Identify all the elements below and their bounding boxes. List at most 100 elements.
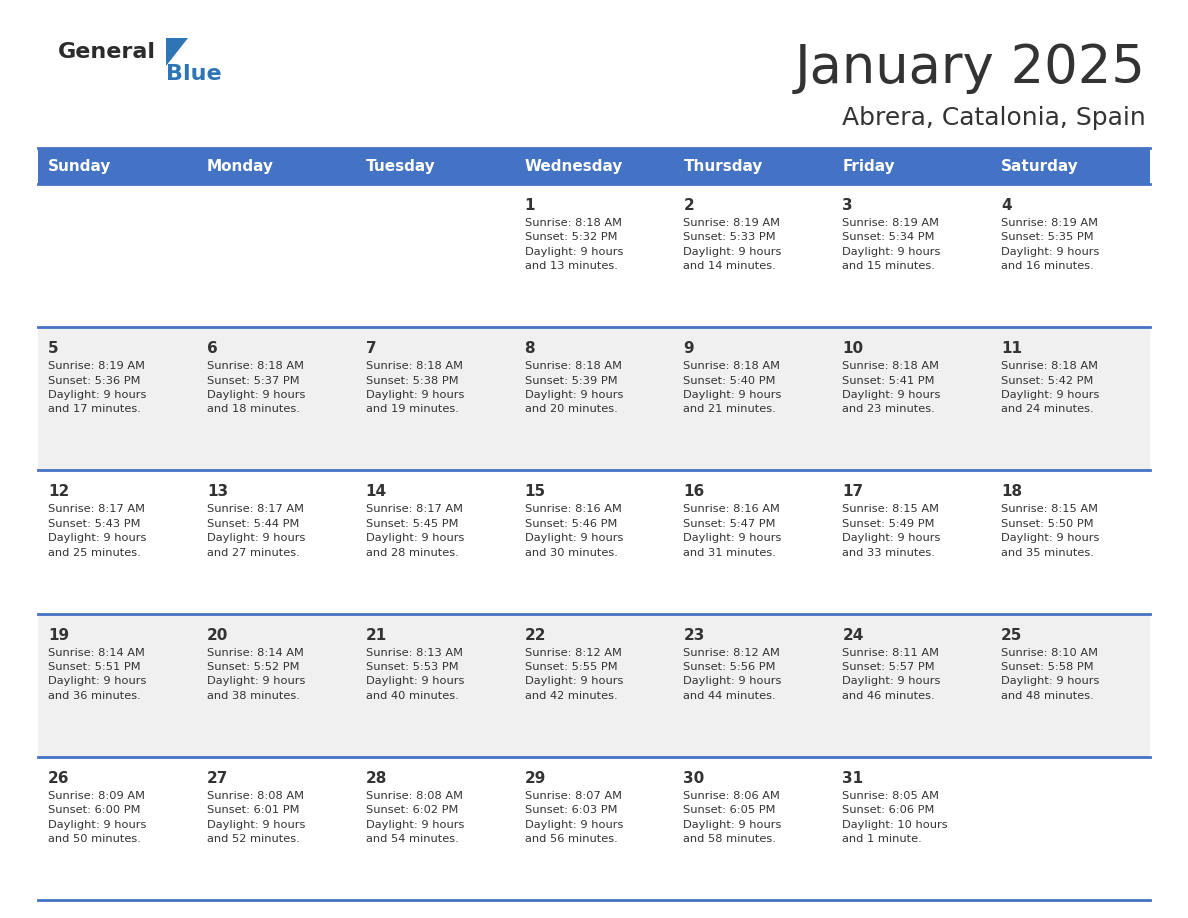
Text: Sunrise: 8:19 AM
Sunset: 5:34 PM
Daylight: 9 hours
and 15 minutes.: Sunrise: 8:19 AM Sunset: 5:34 PM Dayligh…	[842, 218, 941, 271]
Text: Sunrise: 8:16 AM
Sunset: 5:46 PM
Daylight: 9 hours
and 30 minutes.: Sunrise: 8:16 AM Sunset: 5:46 PM Dayligh…	[525, 504, 623, 557]
Bar	[514, 470, 674, 613]
Bar	[197, 184, 355, 327]
Bar	[674, 327, 833, 470]
Text: Friday: Friday	[842, 159, 895, 174]
Text: 28: 28	[366, 771, 387, 786]
Text: Sunrise: 8:16 AM
Sunset: 5:47 PM
Daylight: 9 hours
and 31 minutes.: Sunrise: 8:16 AM Sunset: 5:47 PM Dayligh…	[683, 504, 782, 557]
Text: Sunrise: 8:18 AM
Sunset: 5:42 PM
Daylight: 9 hours
and 24 minutes.: Sunrise: 8:18 AM Sunset: 5:42 PM Dayligh…	[1001, 361, 1100, 414]
Text: 2: 2	[683, 198, 694, 213]
Text: Sunrise: 8:07 AM
Sunset: 6:03 PM
Daylight: 9 hours
and 56 minutes.: Sunrise: 8:07 AM Sunset: 6:03 PM Dayligh…	[525, 790, 623, 844]
Text: 12: 12	[48, 485, 69, 499]
Bar	[355, 756, 514, 900]
Text: January 2025: January 2025	[795, 42, 1146, 94]
Text: 17: 17	[842, 485, 864, 499]
Text: 7: 7	[366, 341, 377, 356]
Text: Thursday: Thursday	[683, 159, 763, 174]
Bar	[355, 470, 514, 613]
Text: Sunday: Sunday	[48, 159, 112, 174]
Text: 14: 14	[366, 485, 387, 499]
Bar	[991, 613, 1150, 756]
Text: Sunrise: 8:19 AM
Sunset: 5:36 PM
Daylight: 9 hours
and 17 minutes.: Sunrise: 8:19 AM Sunset: 5:36 PM Dayligh…	[48, 361, 146, 414]
Bar	[197, 756, 355, 900]
Text: Sunrise: 8:18 AM
Sunset: 5:41 PM
Daylight: 9 hours
and 23 minutes.: Sunrise: 8:18 AM Sunset: 5:41 PM Dayligh…	[842, 361, 941, 414]
Text: Blue: Blue	[166, 64, 222, 84]
Text: 26: 26	[48, 771, 70, 786]
Bar	[38, 756, 197, 900]
Text: Sunrise: 8:08 AM
Sunset: 6:02 PM
Daylight: 9 hours
and 54 minutes.: Sunrise: 8:08 AM Sunset: 6:02 PM Dayligh…	[366, 790, 465, 844]
Text: 13: 13	[207, 485, 228, 499]
Bar	[674, 613, 833, 756]
Bar	[991, 184, 1150, 327]
Text: Sunrise: 8:15 AM
Sunset: 5:49 PM
Daylight: 9 hours
and 33 minutes.: Sunrise: 8:15 AM Sunset: 5:49 PM Dayligh…	[842, 504, 941, 557]
Bar	[197, 148, 355, 184]
Text: Sunrise: 8:18 AM
Sunset: 5:40 PM
Daylight: 9 hours
and 21 minutes.: Sunrise: 8:18 AM Sunset: 5:40 PM Dayligh…	[683, 361, 782, 414]
Text: 6: 6	[207, 341, 217, 356]
Bar	[38, 613, 197, 756]
Text: Sunrise: 8:19 AM
Sunset: 5:33 PM
Daylight: 9 hours
and 14 minutes.: Sunrise: 8:19 AM Sunset: 5:33 PM Dayligh…	[683, 218, 782, 271]
Text: Sunrise: 8:11 AM
Sunset: 5:57 PM
Daylight: 9 hours
and 46 minutes.: Sunrise: 8:11 AM Sunset: 5:57 PM Dayligh…	[842, 647, 941, 700]
Bar	[355, 613, 514, 756]
Text: Sunrise: 8:18 AM
Sunset: 5:32 PM
Daylight: 9 hours
and 13 minutes.: Sunrise: 8:18 AM Sunset: 5:32 PM Dayligh…	[525, 218, 623, 271]
Text: Wednesday: Wednesday	[525, 159, 623, 174]
Bar	[38, 470, 197, 613]
Text: Sunrise: 8:10 AM
Sunset: 5:58 PM
Daylight: 9 hours
and 48 minutes.: Sunrise: 8:10 AM Sunset: 5:58 PM Dayligh…	[1001, 647, 1100, 700]
Bar	[197, 327, 355, 470]
Text: Sunrise: 8:18 AM
Sunset: 5:38 PM
Daylight: 9 hours
and 19 minutes.: Sunrise: 8:18 AM Sunset: 5:38 PM Dayligh…	[366, 361, 465, 414]
Text: Sunrise: 8:15 AM
Sunset: 5:50 PM
Daylight: 9 hours
and 35 minutes.: Sunrise: 8:15 AM Sunset: 5:50 PM Dayligh…	[1001, 504, 1100, 557]
Text: Sunrise: 8:18 AM
Sunset: 5:39 PM
Daylight: 9 hours
and 20 minutes.: Sunrise: 8:18 AM Sunset: 5:39 PM Dayligh…	[525, 361, 623, 414]
Text: 29: 29	[525, 771, 546, 786]
Text: 11: 11	[1001, 341, 1022, 356]
Bar	[38, 327, 197, 470]
Text: Sunrise: 8:14 AM
Sunset: 5:52 PM
Daylight: 9 hours
and 38 minutes.: Sunrise: 8:14 AM Sunset: 5:52 PM Dayligh…	[207, 647, 305, 700]
Bar	[514, 327, 674, 470]
Text: 31: 31	[842, 771, 864, 786]
Bar	[514, 148, 674, 184]
Text: Sunrise: 8:08 AM
Sunset: 6:01 PM
Daylight: 9 hours
and 52 minutes.: Sunrise: 8:08 AM Sunset: 6:01 PM Dayligh…	[207, 790, 305, 844]
Text: 24: 24	[842, 628, 864, 643]
Text: Sunrise: 8:06 AM
Sunset: 6:05 PM
Daylight: 9 hours
and 58 minutes.: Sunrise: 8:06 AM Sunset: 6:05 PM Dayligh…	[683, 790, 782, 844]
Bar	[833, 756, 991, 900]
Bar	[991, 470, 1150, 613]
Text: 19: 19	[48, 628, 69, 643]
Text: Saturday: Saturday	[1001, 159, 1079, 174]
Bar	[991, 148, 1150, 184]
Text: 23: 23	[683, 628, 704, 643]
Text: Monday: Monday	[207, 159, 274, 174]
Text: 4: 4	[1001, 198, 1012, 213]
Bar	[38, 148, 197, 184]
Text: 27: 27	[207, 771, 228, 786]
Text: Sunrise: 8:12 AM
Sunset: 5:56 PM
Daylight: 9 hours
and 44 minutes.: Sunrise: 8:12 AM Sunset: 5:56 PM Dayligh…	[683, 647, 782, 700]
Bar	[355, 327, 514, 470]
Text: 9: 9	[683, 341, 694, 356]
Text: 10: 10	[842, 341, 864, 356]
Bar	[833, 327, 991, 470]
Text: 21: 21	[366, 628, 387, 643]
Text: Sunrise: 8:17 AM
Sunset: 5:44 PM
Daylight: 9 hours
and 27 minutes.: Sunrise: 8:17 AM Sunset: 5:44 PM Dayligh…	[207, 504, 305, 557]
Bar	[674, 470, 833, 613]
Bar	[38, 184, 197, 327]
Text: Sunrise: 8:09 AM
Sunset: 6:00 PM
Daylight: 9 hours
and 50 minutes.: Sunrise: 8:09 AM Sunset: 6:00 PM Dayligh…	[48, 790, 146, 844]
Bar	[833, 470, 991, 613]
Polygon shape	[166, 38, 188, 66]
Text: 3: 3	[842, 198, 853, 213]
Bar	[674, 148, 833, 184]
Text: 5: 5	[48, 341, 58, 356]
Bar	[991, 756, 1150, 900]
Bar	[674, 184, 833, 327]
Bar	[197, 613, 355, 756]
Bar	[355, 148, 514, 184]
Text: 16: 16	[683, 485, 704, 499]
Text: Sunrise: 8:13 AM
Sunset: 5:53 PM
Daylight: 9 hours
and 40 minutes.: Sunrise: 8:13 AM Sunset: 5:53 PM Dayligh…	[366, 647, 465, 700]
Text: Sunrise: 8:17 AM
Sunset: 5:43 PM
Daylight: 9 hours
and 25 minutes.: Sunrise: 8:17 AM Sunset: 5:43 PM Dayligh…	[48, 504, 146, 557]
Bar	[514, 184, 674, 327]
Text: 22: 22	[525, 628, 546, 643]
Bar	[833, 613, 991, 756]
Text: Sunrise: 8:12 AM
Sunset: 5:55 PM
Daylight: 9 hours
and 42 minutes.: Sunrise: 8:12 AM Sunset: 5:55 PM Dayligh…	[525, 647, 623, 700]
Bar	[197, 470, 355, 613]
Bar	[355, 184, 514, 327]
Bar	[991, 327, 1150, 470]
Text: General: General	[58, 42, 156, 62]
Text: Tuesday: Tuesday	[366, 159, 436, 174]
Text: Sunrise: 8:19 AM
Sunset: 5:35 PM
Daylight: 9 hours
and 16 minutes.: Sunrise: 8:19 AM Sunset: 5:35 PM Dayligh…	[1001, 218, 1100, 271]
Bar	[514, 613, 674, 756]
